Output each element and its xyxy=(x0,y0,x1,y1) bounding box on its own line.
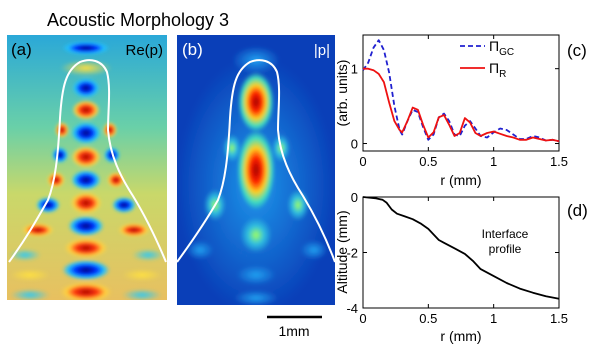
chart-c-ytick-label: 1 xyxy=(351,62,358,77)
chart-c-xlabel: r (mm) xyxy=(440,172,481,188)
chart-d-series-line-0 xyxy=(362,196,560,300)
chart-c-ylabel: (arb. units) xyxy=(334,60,350,127)
chart-d-ylabel: Altitude (mm) xyxy=(334,210,350,293)
chart-c-xtick-label: 1 xyxy=(490,154,497,169)
chart-d-annotation-line1: Interface xyxy=(482,227,529,241)
panel-label-a: (a) xyxy=(11,40,32,59)
chart-d-xtick-label: 0 xyxy=(359,311,366,326)
chart-d-xtick-label: 0.5 xyxy=(419,311,437,326)
chart-d-ytick-label: -4 xyxy=(346,301,358,316)
chart-d-xtick-label: 1.5 xyxy=(550,311,568,326)
panel-a-quantity: Re(p) xyxy=(125,42,163,59)
chart-c-xtick-label: 0.5 xyxy=(419,154,437,169)
chart-c: 0 0.5 1 1.5 0 1 ΠGC ΠR (c) (arb. units) r (mm… xyxy=(334,34,587,188)
interface-curve xyxy=(177,59,335,263)
panel-label-d: (d) xyxy=(567,201,588,220)
chart-c-legend: ΠGC ΠR xyxy=(460,38,514,80)
legend-label-r: ΠR xyxy=(489,60,506,80)
chart-d-ytick-label: -2 xyxy=(346,246,358,261)
chart-d-ytick-label: 0 xyxy=(351,190,358,205)
scale-bar-label: 1mm xyxy=(278,323,309,339)
panel-a-field-map: (a) Re(p) xyxy=(7,35,167,300)
chart-c-ytick-label: 0 xyxy=(351,137,358,152)
chart-d-xlabel: r (mm) xyxy=(440,328,481,344)
chart-c-xtick-label: 1.5 xyxy=(550,154,568,169)
figure-title: Acoustic Morphology 3 xyxy=(47,10,229,30)
chart-d-xtick-label: 1 xyxy=(490,311,497,326)
panel-label-c: (c) xyxy=(567,41,587,60)
chart-c-xtick-label: 0 xyxy=(359,154,366,169)
chart-c-series-line-r xyxy=(363,67,560,143)
panel-label-b: (b) xyxy=(182,40,203,59)
panel-b-field-map: (b) |p| xyxy=(177,35,335,305)
legend-label-gc: ΠGC xyxy=(489,38,514,58)
chart-d-annotation-line2: profile xyxy=(489,242,522,256)
interface-curve xyxy=(8,59,167,263)
panel-b-quantity: |p| xyxy=(314,42,330,59)
chart-d: 0 0.5 1 1.5 0 -2 -4 Interface profile (d) Alti… xyxy=(334,190,588,344)
